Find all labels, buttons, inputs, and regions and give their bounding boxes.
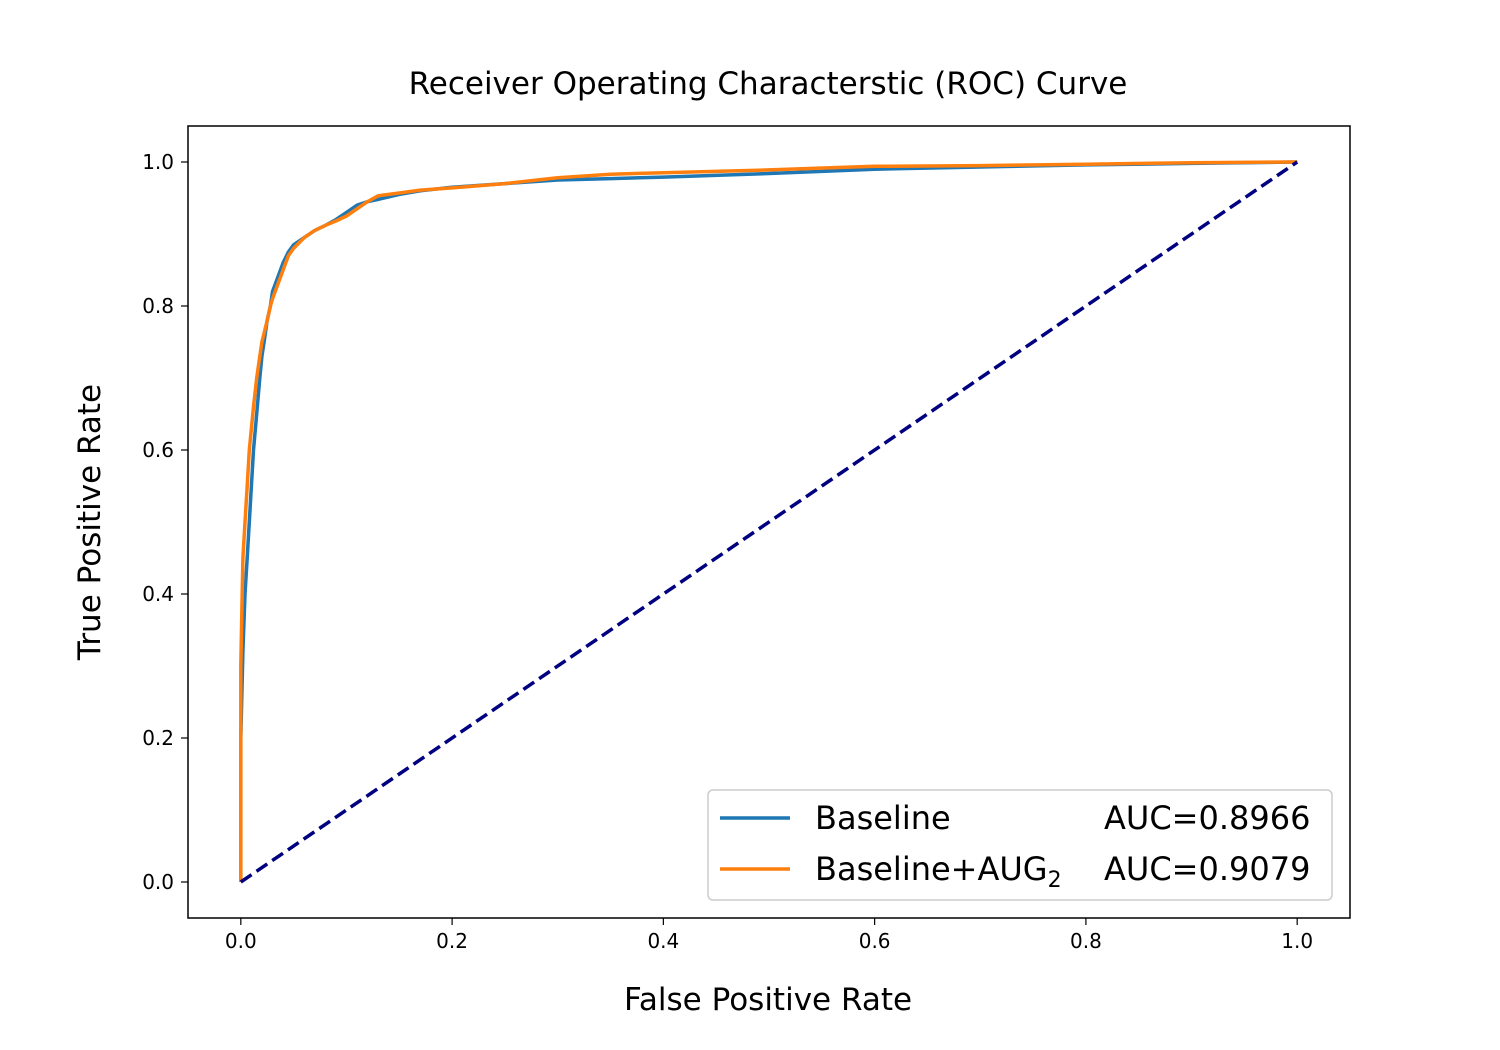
- x-tick-label: 0.4: [647, 929, 679, 953]
- series-line-chance-diagonal: [239, 160, 1299, 884]
- legend-box: [707, 789, 1333, 901]
- y-tick-label: 0.8: [142, 294, 174, 318]
- legend-auc-baseline-aug2: AUC=0.9079: [1104, 850, 1310, 888]
- legend-label-subscript: 2: [1048, 868, 1062, 893]
- y-tick-label: 0.4: [142, 582, 174, 606]
- x-tick-label: 0.6: [859, 929, 891, 953]
- x-tick-label: 0.0: [225, 929, 257, 953]
- x-tick-label: 0.2: [436, 929, 468, 953]
- legend-auc-baseline: AUC=0.8966: [1104, 799, 1310, 837]
- chart-title: Receiver Operating Characterstic (ROC) C…: [409, 66, 1128, 102]
- x-axis-label: False Positive Rate: [624, 982, 912, 1018]
- y-axis-label: True Positive Rate: [72, 384, 108, 661]
- series-layer: [239, 160, 1299, 884]
- y-tick-label: 0.6: [142, 438, 174, 462]
- y-tick-label: 0.2: [142, 726, 174, 750]
- y-axis-ticks: 0.0 0.2 0.4 0.6 0.8 1.0: [142, 150, 188, 894]
- legend: Baseline AUC=0.8966 Baseline+AUG2 AUC=0.…: [707, 789, 1333, 901]
- legend-label-baseline: Baseline: [815, 799, 951, 837]
- plot-area-frame: [187, 125, 1351, 919]
- x-tick-label: 0.8: [1070, 929, 1102, 953]
- legend-label-baseline-aug2: Baseline+AUG2: [815, 850, 1062, 893]
- series-line-baseline-aug2: [239, 160, 1298, 882]
- y-tick-label: 0.0: [142, 870, 174, 894]
- y-tick-label: 1.0: [142, 150, 174, 174]
- x-tick-label: 1.0: [1281, 929, 1313, 953]
- x-axis-ticks: 0.0 0.2 0.4 0.6 0.8 1.0: [225, 918, 1313, 953]
